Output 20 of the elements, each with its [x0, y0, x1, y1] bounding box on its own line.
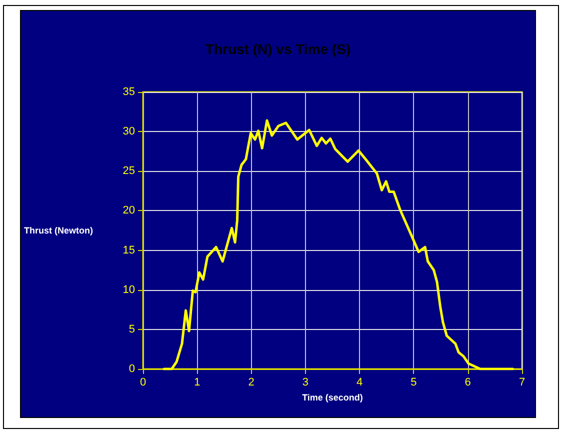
y-tick-label: 0: [128, 363, 135, 375]
chart-title: Thrust (N) vs Time (S): [205, 41, 351, 57]
x-axis-title: Time (second): [302, 392, 363, 402]
x-tick-label: 6: [464, 376, 471, 388]
y-tick-label: 35: [122, 86, 135, 98]
y-tick-label: 30: [122, 126, 135, 138]
y-tick-label: 10: [122, 284, 135, 296]
x-tick-label: 7: [518, 376, 526, 388]
y-tick-label: 5: [128, 323, 135, 336]
x-tick-label: 0: [140, 376, 146, 388]
x-tick-label: 2: [248, 376, 254, 388]
x-tick-label: 4: [356, 376, 363, 388]
x-tick-label: 1: [194, 376, 200, 388]
line-series: [162, 119, 514, 370]
y-tick-label: 15: [122, 244, 135, 256]
y-tick-label: 20: [122, 204, 135, 217]
x-tick-label: 3: [302, 376, 308, 388]
x-tick-label: 5: [410, 376, 417, 388]
y-tick-label: 25: [122, 165, 135, 178]
y-axis-title: Thrust (Newton): [24, 226, 93, 236]
